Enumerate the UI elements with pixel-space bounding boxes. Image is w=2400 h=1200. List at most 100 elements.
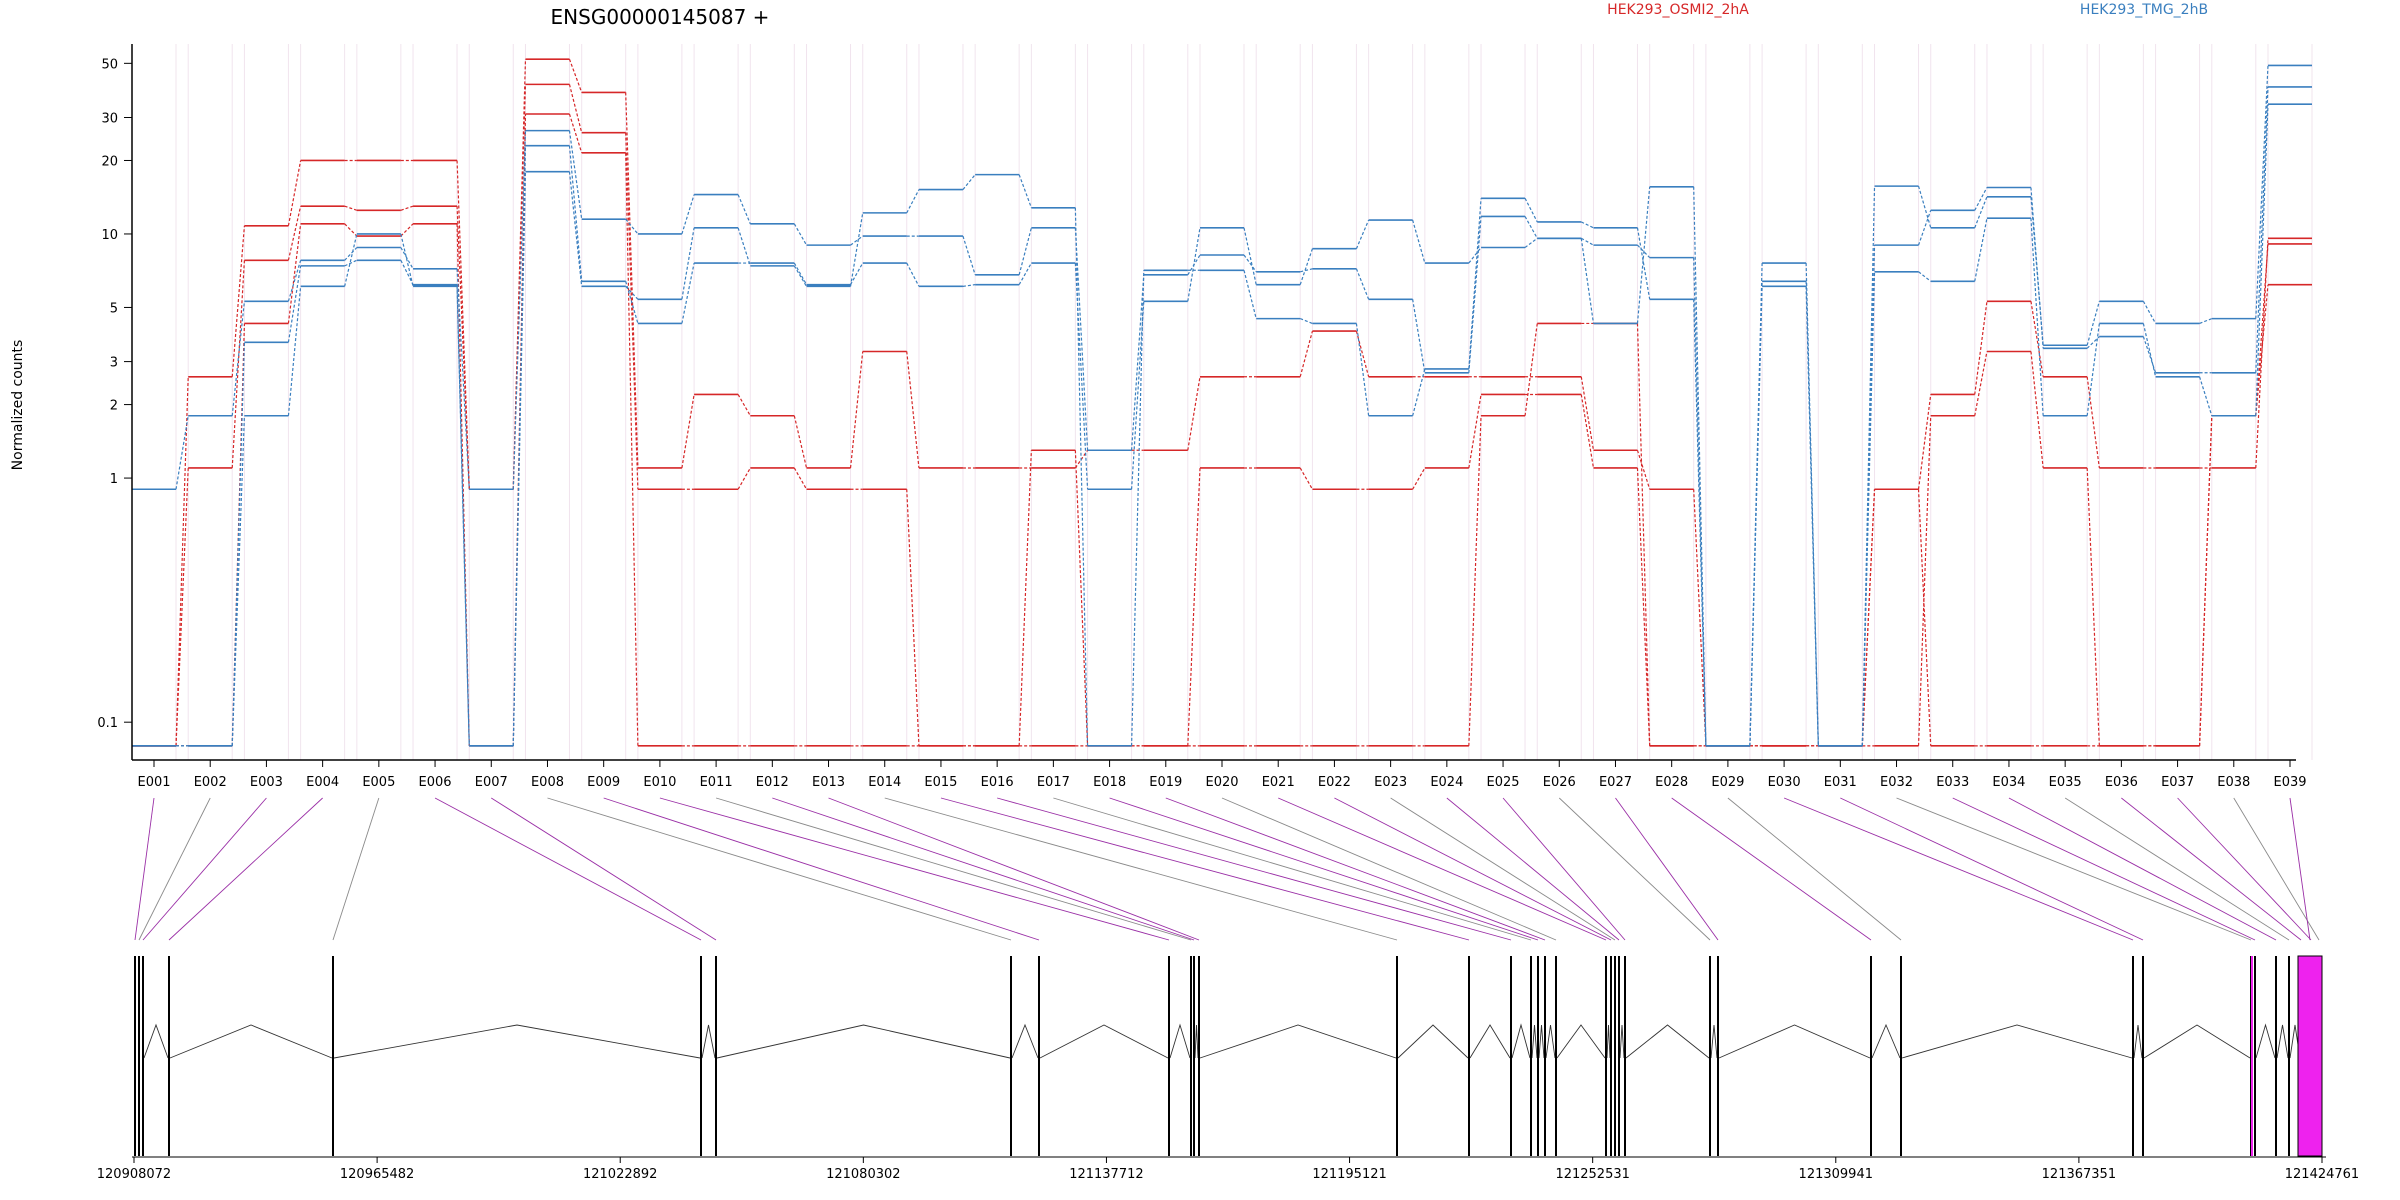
- exon-block: [1038, 956, 1040, 1156]
- exon-connector: [138, 797, 211, 941]
- data-connector: [1524, 323, 1538, 416]
- data-connector: [2086, 376, 2100, 469]
- x-tick-label: E004: [306, 775, 339, 790]
- data-connector: [456, 206, 470, 490]
- data-connector: [1861, 186, 1876, 746]
- x-tick-label: E033: [1936, 775, 1969, 790]
- exon-connector: [1896, 797, 2252, 941]
- data-connector: [849, 212, 864, 287]
- exon-block: [142, 956, 144, 1156]
- data-connector: [2142, 300, 2157, 324]
- data-connector: [1412, 299, 1426, 373]
- data-connector: [287, 223, 302, 324]
- exon-connector: [772, 797, 1195, 941]
- x-tick-label: E025: [1487, 775, 1520, 790]
- exon-block: [1168, 956, 1170, 1156]
- exon-block: [1709, 956, 1711, 1156]
- exon-connector: [547, 797, 1012, 941]
- intron-line: [1545, 1024, 1556, 1059]
- exon-connector: [1783, 797, 2134, 941]
- exon-block-highlighted: [2251, 956, 2253, 1156]
- data-connector: [681, 227, 695, 300]
- data-connector: [625, 152, 639, 746]
- data-connector: [1243, 254, 1257, 273]
- genome-tick-label: 121424761: [2285, 1167, 2359, 1182]
- intron-line: [1625, 1024, 1710, 1059]
- x-tick-label: E008: [531, 775, 564, 790]
- intron-line: [169, 1024, 333, 1059]
- x-tick-label: E001: [137, 775, 170, 790]
- exon-connector: [2008, 797, 2277, 941]
- y-tick-label: 1: [110, 472, 118, 487]
- data-connector: [2199, 318, 2213, 324]
- exon-connector: [1840, 797, 2144, 941]
- exon-block: [2288, 956, 2290, 1156]
- x-tick-label: E016: [981, 775, 1014, 790]
- data-connector: [1917, 210, 1932, 246]
- exon-connector: [1165, 797, 1546, 941]
- intron-line: [1039, 1024, 1169, 1059]
- data-connector: [175, 415, 189, 490]
- data-connector: [849, 351, 864, 469]
- y-tick-label: 20: [101, 154, 118, 169]
- x-tick-label: E023: [1374, 775, 1407, 790]
- data-connector: [1524, 237, 1538, 248]
- data-connector: [681, 262, 695, 324]
- exon-block: [1198, 956, 1200, 1156]
- y-tick-label: 5: [110, 301, 118, 316]
- data-connector: [1918, 271, 1932, 282]
- data-connector: [2255, 284, 2269, 416]
- data-connector: [456, 268, 470, 490]
- x-tick-label: E038: [2217, 775, 2250, 790]
- x-tick-label: E014: [868, 775, 901, 790]
- exon-connector: [1446, 797, 1620, 941]
- x-tick-label: E034: [1992, 775, 2025, 790]
- data-connector: [1018, 450, 1032, 746]
- genome-tick-label: 121137712: [1069, 1167, 1143, 1182]
- data-connector: [850, 262, 864, 285]
- intron-line: [1469, 1024, 1511, 1059]
- exon-connector: [1109, 797, 1539, 941]
- data-connector: [793, 262, 808, 285]
- intron-line: [1606, 1024, 1611, 1059]
- data-connector: [906, 262, 920, 287]
- intron-line: [1199, 1024, 1397, 1059]
- data-connector: [1468, 415, 1482, 746]
- data-connector: [2086, 301, 2100, 346]
- exon-block: [1717, 956, 1719, 1156]
- data-connector: [1581, 221, 1594, 229]
- exon-connector: [332, 797, 380, 941]
- exon-block: [332, 956, 334, 1156]
- x-tick-label: E010: [643, 775, 676, 790]
- data-connector: [1468, 198, 1482, 369]
- data-connector: [2255, 104, 2269, 416]
- data-connector: [400, 260, 414, 285]
- data-connector: [1018, 262, 1032, 285]
- data-connector: [1130, 301, 1145, 490]
- data-connector: [962, 235, 976, 276]
- data-connector: [1974, 218, 1988, 282]
- x-tick-label: E006: [419, 775, 452, 790]
- data-connector: [2255, 86, 2269, 373]
- y-tick-label: 30: [101, 111, 118, 126]
- y-ticks: 0.1 1 2 3 5 10 20 30 50: [97, 57, 132, 731]
- data-connector: [512, 171, 527, 746]
- data-connector: [1917, 185, 1932, 228]
- data-connector: [568, 58, 583, 93]
- data-connector: [344, 247, 358, 261]
- x-tick-label: E024: [1430, 775, 1463, 790]
- x-tick-label: E029: [1711, 775, 1744, 790]
- x-tick-label: E018: [1093, 775, 1126, 790]
- data-connector: [1805, 286, 1819, 746]
- data-connector: [287, 206, 302, 261]
- exon-block: [1870, 956, 1872, 1156]
- data-connector: [737, 227, 751, 267]
- data-connector: [231, 415, 246, 746]
- data-connector: [344, 259, 358, 267]
- data-connector: [2086, 323, 2100, 416]
- x-tick-label: E037: [2161, 775, 2194, 790]
- x-ticks: E001 E002 E003 E004 E005 E006 E007 E008 E009 E010…: [137, 760, 2307, 790]
- exon-block: [1624, 956, 1626, 1156]
- exon-connector: [2289, 797, 2311, 941]
- intron-line: [1538, 1024, 1545, 1059]
